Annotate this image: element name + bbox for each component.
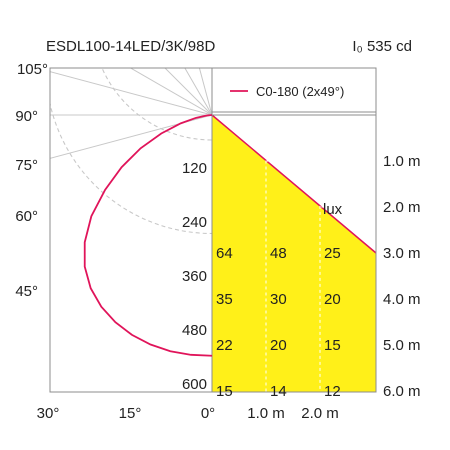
distance-tick-label: 1.0 m — [383, 153, 421, 170]
lux-value-label: 30 — [270, 291, 287, 308]
angle-tick-label: 30° — [37, 405, 60, 422]
polar-grid-spoke — [184, 68, 212, 116]
lux-value-label: 48 — [270, 245, 287, 262]
angle-tick-label: 0° — [201, 405, 215, 422]
diameter-tick-label: 2.0 m — [301, 405, 339, 422]
polar-grid-spoke — [129, 68, 212, 116]
angle-tick-label: 45° — [15, 283, 38, 300]
peak-intensity-label: I₀ 535 cd — [352, 38, 412, 55]
lux-value-label: 35 — [216, 291, 233, 308]
lux-value-label: 14 — [270, 383, 287, 400]
polar-grid-spoke — [50, 114, 212, 159]
distance-tick-label: 3.0 m — [383, 245, 421, 262]
illuminance-cone-area — [212, 115, 376, 392]
distance-tick-label: 2.0 m — [383, 199, 421, 216]
radial-tick-label: 120 — [182, 160, 207, 177]
lux-value-label: 12 — [324, 383, 341, 400]
angle-tick-label: 15° — [119, 405, 142, 422]
lux-unit-label: lux — [323, 201, 343, 218]
radial-tick-label: 360 — [182, 268, 207, 285]
chart-title: ESDL100-14LED/3K/98D — [46, 38, 216, 55]
lux-value-label: 22 — [216, 337, 233, 354]
legend-box — [211, 67, 377, 113]
radial-tick-label: 240 — [182, 214, 207, 231]
lux-value-label: 20 — [270, 337, 287, 354]
polar-grid-circle — [136, 0, 288, 49]
lux-value-label: 25 — [324, 245, 341, 262]
radial-tick-label: 600 — [182, 376, 207, 393]
distance-tick-label: 4.0 m — [383, 291, 421, 308]
c0-180-curve — [83, 114, 213, 357]
distance-tick-label: 6.0 m — [383, 383, 421, 400]
polar-grid-spoke — [164, 68, 212, 116]
lux-value-label: 15 — [216, 383, 233, 400]
lux-value-label: 64 — [216, 245, 233, 262]
cone-edge-line — [211, 114, 377, 254]
angle-tick-label: 105° — [17, 61, 48, 78]
angle-tick-label: 60° — [15, 208, 38, 225]
polar-grid-spoke — [198, 68, 212, 116]
angle-tick-label: 90° — [15, 108, 38, 125]
diameter-tick-label: 1.0 m — [247, 405, 285, 422]
legend-label: C0-180 (2x49°) — [256, 84, 344, 99]
polar-grid-spoke — [50, 71, 212, 116]
distance-tick-label: 5.0 m — [383, 337, 421, 354]
lux-value-label: 20 — [324, 291, 341, 308]
radial-tick-label: 480 — [182, 322, 207, 339]
angle-tick-label: 75° — [15, 157, 38, 174]
lux-value-label: 15 — [324, 337, 341, 354]
